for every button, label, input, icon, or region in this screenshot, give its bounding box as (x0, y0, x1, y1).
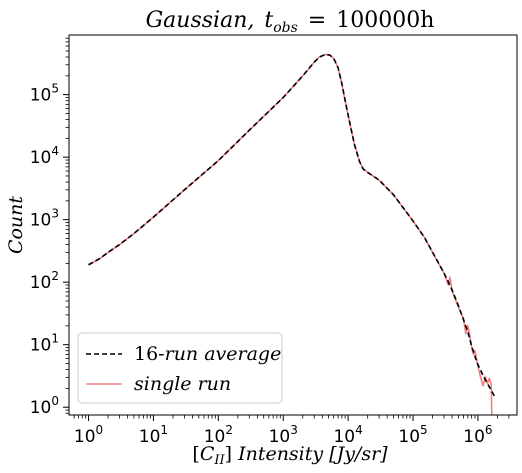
y-axis-label: Count (5, 196, 27, 254)
legend-label-average: 16-run average (134, 343, 281, 365)
legend-label-single: single run (134, 373, 231, 395)
legend: 16-run average single run (78, 333, 282, 403)
